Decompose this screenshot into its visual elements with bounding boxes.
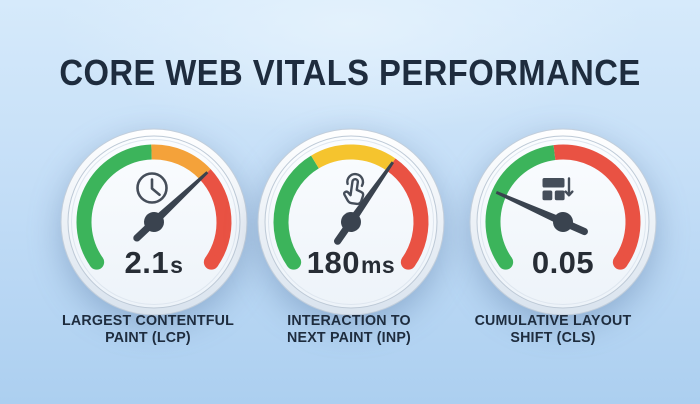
gauge-cls: 0.05 <box>463 122 663 322</box>
gauge-svg-lcp: 2.1s <box>60 128 248 316</box>
arc-end-cap <box>400 254 416 270</box>
gauge-zone-green <box>76 144 153 267</box>
gauge-inner-ring <box>71 139 237 305</box>
arc-start-cap <box>286 254 302 270</box>
arc-start-cap <box>498 254 514 270</box>
gauge-zone-green <box>273 155 320 267</box>
gauge-arc <box>76 144 232 270</box>
gauge-inp: 180ms <box>251 122 451 322</box>
gauge-zone-red <box>553 144 641 267</box>
gauge-zone-red <box>386 158 429 267</box>
gauge-value: 0.05 <box>532 245 594 280</box>
gauge-zone-red <box>199 169 232 267</box>
gauge-needle <box>133 171 209 242</box>
gauge-needle <box>333 161 395 245</box>
gauge-label-line2: NEXT PAINT (INP) <box>287 329 411 346</box>
clock-icon <box>136 172 168 204</box>
arc-start-cap <box>89 254 105 270</box>
gauge-label-lcp: LARGEST CONTENTFUL PAINT (LCP) <box>34 312 262 346</box>
arc-end-cap <box>612 254 628 270</box>
gauge-zone-orange <box>151 144 211 180</box>
gauge-label-inp: INTERACTION TO NEXT PAINT (INP) <box>235 312 463 346</box>
gauge-label-line1: LARGEST CONTENTFUL <box>61 312 235 329</box>
tap-icon <box>342 172 365 206</box>
gauge-inner-ring <box>268 139 434 305</box>
gauge-needle <box>495 191 588 236</box>
gauge-label-cls: CUMULATIVE LAYOUT SHIFT (CLS) <box>439 312 667 346</box>
gauge-zone-yellow <box>311 144 396 171</box>
layout-shift-icon <box>542 177 574 201</box>
gauge-label-line2: PAINT (LCP) <box>105 329 191 346</box>
gauge-svg-inp: 180ms <box>257 128 445 316</box>
gauge-label-line2: SHIFT (CLS) <box>510 329 596 346</box>
gauge-inner-ring <box>480 139 646 305</box>
page-title: CORE WEB VITALS PERFORMANCE <box>59 52 641 93</box>
gauge-svg-cls: 0.05 <box>469 128 657 316</box>
gauge-arc <box>273 144 429 270</box>
gauge-label-line1: CUMULATIVE LAYOUT <box>474 312 632 329</box>
gauge-lcp: 2.1s <box>54 122 254 322</box>
gauge-label-line1: INTERACTION TO <box>287 312 411 329</box>
arc-end-cap <box>203 254 219 270</box>
